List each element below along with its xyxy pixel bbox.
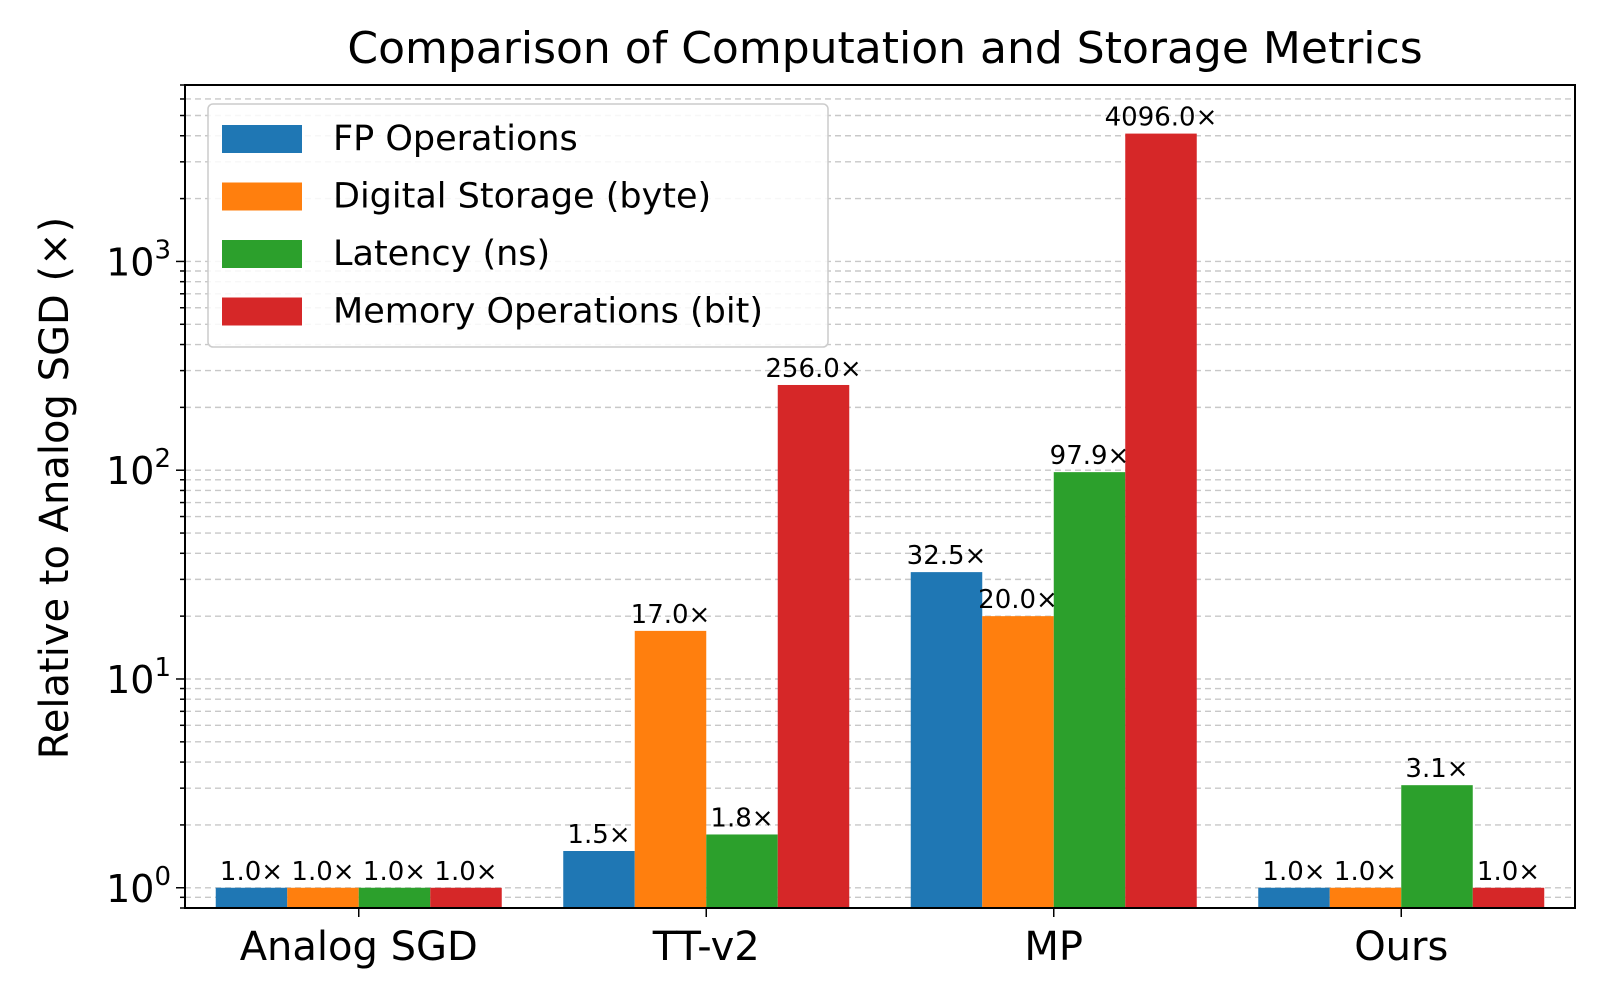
- bar-value-label: 1.0×: [220, 857, 283, 887]
- legend-swatch: [222, 125, 302, 153]
- bar: [777, 384, 850, 909]
- bar-value-label: 1.0×: [1334, 857, 1397, 887]
- bar-value-label: 3.1×: [1405, 754, 1468, 784]
- bar: [982, 616, 1054, 908]
- legend-label: Digital Storage (byte): [333, 177, 711, 217]
- bar: [358, 887, 431, 908]
- y-axis-label: Relative to Analog SGD (×): [32, 217, 78, 759]
- x-tick-label: Ours: [1354, 924, 1448, 970]
- bar-value-label: 1.5×: [567, 820, 630, 850]
- x-tick-label: Analog SGD: [240, 924, 478, 970]
- bar-value-label: 1.0×: [1477, 857, 1540, 887]
- bar-value-label: 1.0×: [291, 857, 354, 887]
- bar: [910, 572, 983, 908]
- bars: [215, 133, 1545, 909]
- y-tick-label: 103: [106, 235, 171, 284]
- bar-value-label: 17.0×: [631, 600, 711, 630]
- bar-value-labels: 1.0× 1.0× 1.0× 1.0× 1.5× 17.0× 1.8× 256.0× 32.5×…: [220, 103, 1540, 887]
- y-tick-label: 101: [106, 653, 171, 702]
- bar-value-label: 32.5×: [907, 541, 987, 571]
- bar: [706, 834, 778, 908]
- legend-label: FP Operations: [333, 119, 578, 159]
- bar: [1125, 133, 1197, 908]
- x-tick-label: TT-v2: [652, 924, 760, 970]
- bar: [634, 630, 707, 908]
- bar-value-label: 256.0×: [765, 354, 861, 384]
- legend-label: Latency (ns): [333, 234, 550, 274]
- bar-value-label: 1.8×: [710, 803, 773, 833]
- legend-swatch: [222, 297, 302, 326]
- legend-label: Memory Operations (bit): [333, 292, 763, 332]
- bar-value-label: 4096.0×: [1105, 103, 1218, 133]
- legend-swatch: [222, 182, 302, 211]
- legend-box: [207, 103, 829, 348]
- bar-value-label: 1.0×: [434, 857, 497, 887]
- bar-value-label: 97.9×: [1050, 441, 1130, 471]
- plot-frame: [184, 84, 1576, 909]
- bar-value-label: 1.0×: [1262, 857, 1325, 887]
- x-axis: Analog SGD TT-v2 MP Ours: [240, 908, 1448, 970]
- bar: [1053, 472, 1126, 908]
- legend-swatch: [222, 240, 302, 268]
- bar-value-label: 20.0×: [978, 585, 1058, 615]
- bar: [1472, 887, 1545, 908]
- bar: [1258, 887, 1330, 908]
- y-tick-label: 102: [106, 444, 171, 493]
- bar: [215, 887, 288, 908]
- chart-title: Comparison of Computation and Storage Me…: [347, 23, 1422, 74]
- bar: [430, 887, 502, 908]
- bar: [1329, 887, 1402, 908]
- y-axis: 100 101 102 103: [106, 84, 185, 911]
- bar-value-label: 1.0×: [363, 857, 426, 887]
- bar: [563, 851, 635, 908]
- bar: [287, 887, 359, 908]
- bar: [1401, 785, 1473, 908]
- y-tick-label: 100: [106, 862, 171, 911]
- x-tick-label: MP: [1024, 924, 1083, 970]
- legend: FP Operations Digital Storage (byte) Laten…: [207, 103, 829, 348]
